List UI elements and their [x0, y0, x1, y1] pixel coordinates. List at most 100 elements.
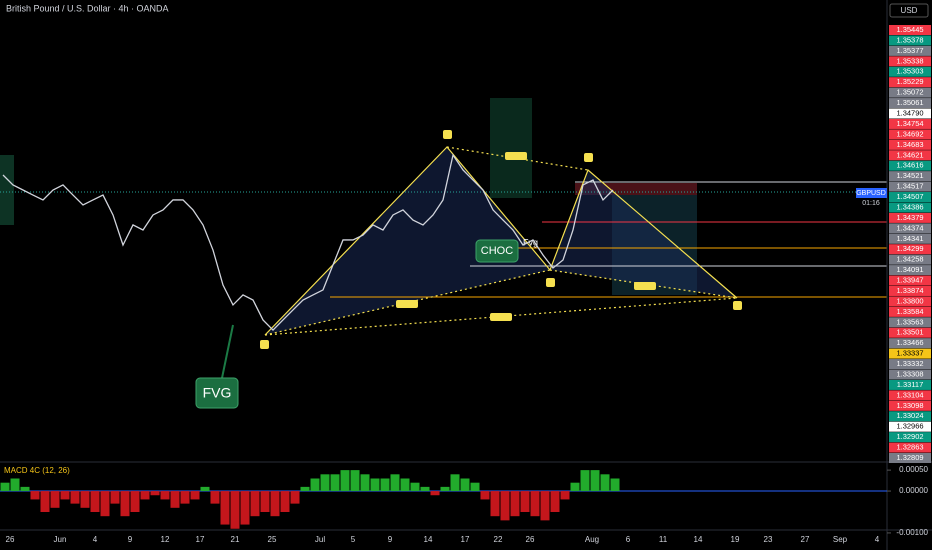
macd-bar: [360, 474, 370, 492]
date-label: 5: [351, 535, 356, 544]
price-label: 1.33466: [896, 338, 923, 347]
price-label: 1.34521: [896, 171, 923, 180]
macd-bar: [400, 478, 410, 492]
price-label: 1.33563: [896, 317, 923, 326]
macd-bar: [510, 491, 520, 517]
macd-bar: [250, 491, 260, 517]
price-label: 1.35303: [896, 67, 923, 76]
macd-bar: [310, 478, 320, 492]
price-label: 1.35338: [896, 56, 923, 65]
price-label: 1.33024: [896, 411, 923, 420]
price-label-box: [889, 411, 931, 422]
price-label-box: [889, 108, 931, 119]
price-label: 1.33098: [896, 401, 923, 410]
macd-bar: [530, 491, 540, 517]
price-label-box: [889, 77, 931, 88]
macd-bar: [570, 482, 580, 492]
date-label: 4: [93, 535, 98, 544]
price-label-box: [889, 379, 931, 390]
price-label-box: [889, 150, 931, 161]
macd-bar: [80, 491, 90, 508]
price-label-box: [889, 338, 931, 349]
macd-bar: [410, 482, 420, 492]
macd-bar: [170, 491, 180, 508]
date-label: 26: [526, 535, 535, 544]
macd-bar: [90, 491, 100, 512]
zone-box: [490, 98, 532, 198]
macd-label: MACD 4C (12, 26): [4, 466, 70, 475]
date-label: 17: [461, 535, 470, 544]
price-label-box: [889, 306, 931, 317]
price-label-box: [889, 327, 931, 338]
currency-box[interactable]: [889, 3, 929, 18]
macd-bar: [340, 470, 350, 492]
choc-label: CHOC: [481, 245, 513, 257]
macd-bar: [160, 491, 170, 500]
countdown: 01:16: [862, 200, 880, 207]
macd-bar: [240, 491, 250, 525]
macd-bar: [550, 491, 560, 512]
date-label: 11: [659, 535, 668, 544]
macd-bar: [60, 491, 70, 500]
price-label-box: [889, 432, 931, 443]
price-label: 1.32902: [896, 432, 923, 441]
macd-bar: [220, 491, 230, 525]
date-label: 14: [694, 535, 703, 544]
macd-bar: [140, 491, 150, 500]
date-label: 26: [6, 535, 15, 544]
pattern-points: [260, 130, 742, 349]
macd-bar: [560, 491, 570, 500]
macd-bar: [420, 486, 430, 492]
price-label-box: [889, 66, 931, 77]
price-label-box: [889, 453, 931, 463]
macd-bar: [370, 478, 380, 492]
macd-bar: [100, 491, 110, 517]
macd-bar: [20, 486, 30, 492]
macd-bar: [580, 470, 590, 492]
price-label-box: [889, 192, 931, 203]
macd-bar: [350, 470, 360, 492]
price-label: 1.35061: [896, 98, 923, 107]
price-label: 1.32863: [896, 443, 923, 452]
currency[interactable]: USD: [901, 6, 918, 15]
date-label: 19: [731, 535, 740, 544]
macd-bar: [0, 482, 10, 492]
macd-bar: [460, 478, 470, 492]
price-label: 1.34517: [896, 182, 923, 191]
price-label: 1.34692: [896, 129, 923, 138]
macd-bar: [610, 478, 620, 492]
macd-bar: [430, 491, 440, 496]
macd-bar: [230, 491, 240, 529]
price-label-box: [889, 275, 931, 286]
price-label-box: [889, 285, 931, 296]
date-label: Jul: [315, 535, 325, 544]
fvg-box: [195, 377, 239, 409]
price-label-box: [889, 254, 931, 265]
macd-bar: [300, 486, 310, 492]
price-label-box: [889, 265, 931, 276]
price-label: 1.34299: [896, 244, 923, 253]
choc-box: [475, 239, 519, 263]
macd-bar: [380, 478, 390, 492]
macd-bar: [450, 474, 460, 492]
price-label: 1.33337: [896, 349, 923, 358]
macd-tick-label: 0.00000: [899, 486, 928, 495]
price-label-box: [889, 421, 931, 432]
price-label-box: [889, 171, 931, 182]
date-label: 14: [424, 535, 433, 544]
date-label: 9: [388, 535, 393, 544]
symbol-tag: [856, 188, 887, 198]
price-label-box: [889, 118, 931, 129]
price-label-box: [889, 56, 931, 67]
macd-bar: [110, 491, 120, 504]
price-label-box: [889, 400, 931, 411]
price-label-box: [889, 25, 931, 35]
price-label-box: [889, 160, 931, 171]
macd-bar: [520, 491, 530, 512]
price-label: 1.32809: [896, 453, 923, 462]
date-label: 27: [801, 535, 810, 544]
macd-tick-label: -0.00100: [896, 528, 928, 537]
macd-bar: [490, 491, 500, 517]
symbol: GBPUSD: [856, 190, 886, 197]
price-label-box: [889, 87, 931, 98]
